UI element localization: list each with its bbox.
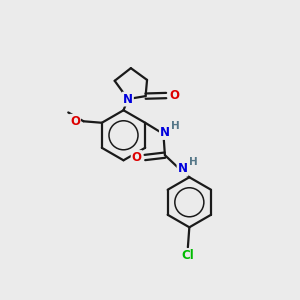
Text: N: N bbox=[178, 163, 188, 176]
Text: O: O bbox=[70, 115, 80, 128]
Text: H: H bbox=[171, 121, 180, 131]
Text: N: N bbox=[160, 126, 170, 139]
Text: Cl: Cl bbox=[182, 249, 194, 262]
Text: N: N bbox=[123, 93, 133, 106]
Text: O: O bbox=[132, 151, 142, 164]
Text: O: O bbox=[169, 89, 179, 102]
Text: H: H bbox=[189, 157, 198, 167]
